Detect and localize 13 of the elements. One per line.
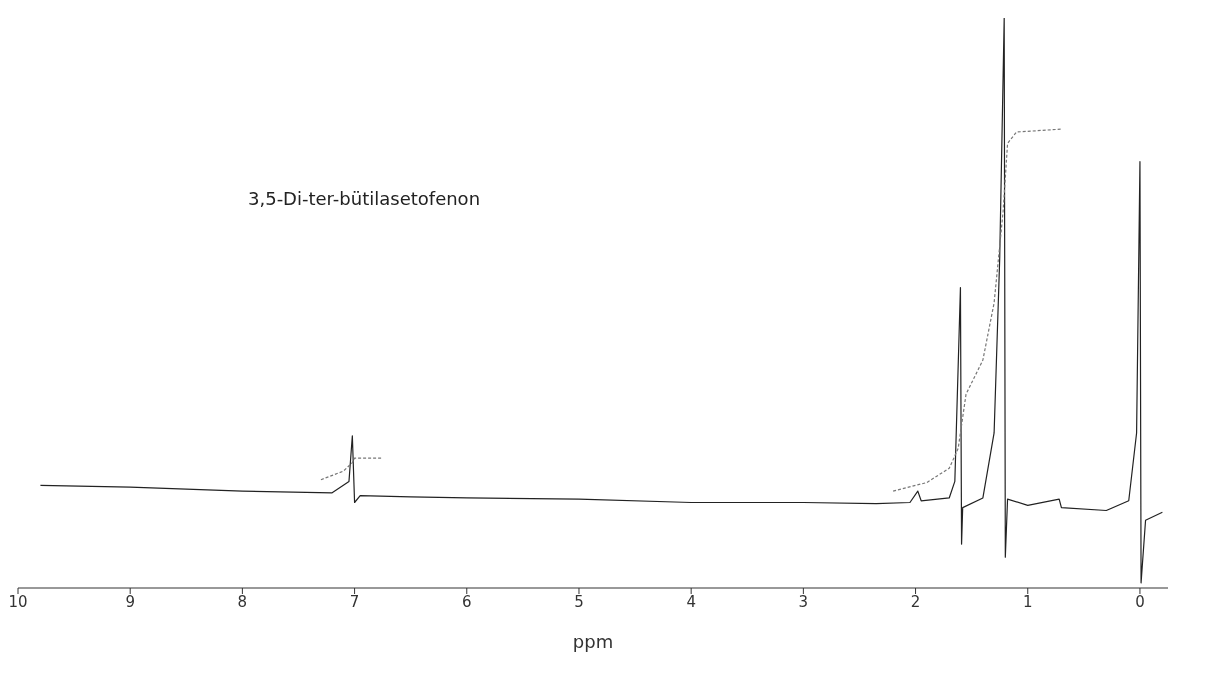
x-tick-label: 7 [349, 592, 360, 611]
x-tick-label: 9 [125, 592, 135, 611]
x-tick-label: 6 [462, 592, 472, 611]
x-axis-title: ppm [572, 631, 614, 652]
x-tick-label: 1 [1022, 592, 1033, 611]
x-tick-label: 10 [8, 592, 28, 611]
x-tick-label: 8 [237, 592, 248, 611]
text: 3,5-Di-ter-bütilasetofenon [248, 188, 481, 209]
x-tick-label: 0 [1135, 592, 1145, 611]
x-tick-label: 2 [910, 592, 921, 611]
x-tick-label: 5 [574, 592, 584, 611]
x-tick-label: 4 [686, 592, 696, 611]
x-tick-label: 3 [798, 592, 809, 611]
